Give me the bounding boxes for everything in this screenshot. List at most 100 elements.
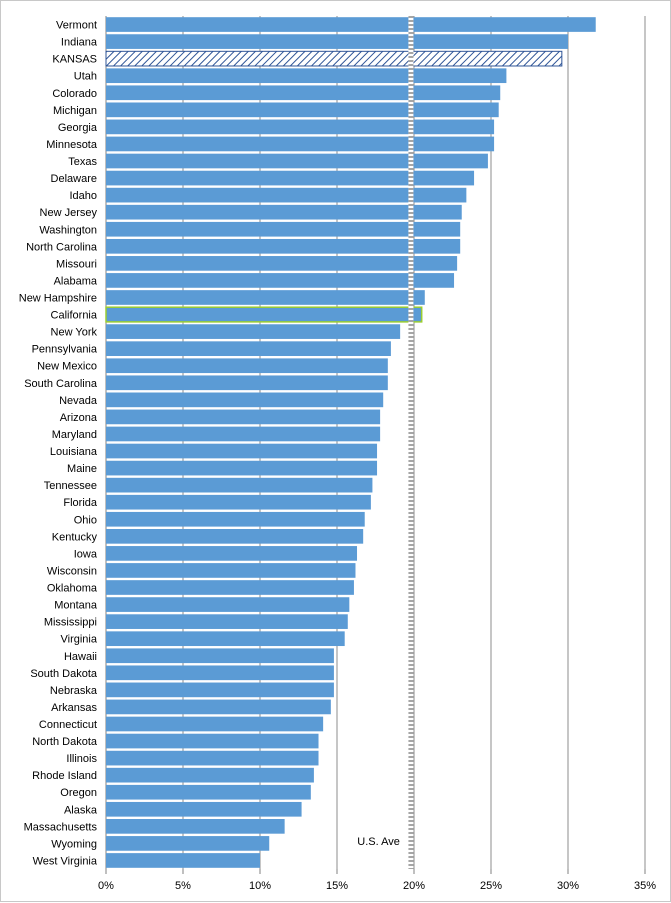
category-label: South Carolina [24, 378, 98, 390]
x-tick-label: 25% [480, 880, 502, 892]
bar [106, 358, 388, 374]
category-label: Washington [39, 224, 97, 236]
category-label: California [51, 310, 98, 322]
category-label: Arkansas [51, 702, 97, 714]
x-tick-label: 0% [98, 880, 114, 892]
category-label: Tennessee [44, 480, 97, 492]
reference-line-label: U.S. Ave [357, 836, 400, 848]
x-tick-label: 35% [634, 880, 656, 892]
bar [106, 238, 461, 254]
bar [106, 784, 311, 800]
category-label: Connecticut [39, 719, 97, 731]
bar [106, 631, 345, 647]
bar [106, 375, 388, 391]
bar [106, 460, 378, 476]
category-label: Colorado [52, 88, 97, 100]
bar [106, 170, 475, 186]
bar [106, 528, 364, 544]
category-label: Louisiana [50, 446, 98, 458]
bar [106, 290, 425, 305]
category-label: Nebraska [50, 685, 98, 697]
category-label: Oregon [60, 787, 97, 799]
category-label: Nevada [59, 395, 98, 407]
category-label: Rhode Island [32, 770, 97, 782]
category-label: KANSAS [52, 54, 97, 66]
category-label: New Mexico [37, 361, 97, 373]
category-label: Oklahoma [47, 583, 98, 595]
bar [106, 511, 365, 527]
bar [106, 614, 348, 629]
category-label: Pennsylvania [32, 344, 98, 356]
category-label: Montana [54, 600, 98, 612]
category-label: Missouri [56, 258, 97, 270]
category-label: Alabama [54, 275, 98, 287]
category-label: Virginia [61, 634, 98, 646]
bar [106, 324, 401, 339]
bar [106, 273, 455, 288]
category-label: Ohio [74, 514, 97, 526]
bar [106, 648, 334, 664]
bar [106, 733, 319, 749]
bar [106, 409, 381, 425]
bar [106, 767, 314, 783]
category-label: Wisconsin [47, 565, 97, 577]
category-label: Alaska [64, 804, 98, 816]
category-label: Massachusetts [24, 821, 98, 833]
bar [106, 256, 458, 271]
bar [106, 136, 495, 152]
category-label: Hawaii [64, 651, 97, 663]
category-label: Georgia [58, 122, 98, 134]
x-tick-label: 15% [326, 880, 348, 892]
bar [106, 819, 285, 834]
category-label: New Jersey [40, 207, 98, 219]
category-label: Florida [63, 497, 98, 509]
bar [106, 716, 324, 732]
category-label: New Hampshire [19, 292, 97, 304]
bar [106, 17, 596, 32]
x-tick-label: 30% [557, 880, 579, 892]
bar [106, 682, 334, 698]
category-label: Idaho [69, 190, 97, 202]
category-label: West Virginia [33, 855, 98, 867]
bar [106, 597, 350, 612]
category-label: Minnesota [46, 139, 98, 151]
category-label: Iowa [74, 548, 98, 560]
bar [106, 119, 495, 135]
category-label: Utah [74, 71, 97, 83]
category-label: North Carolina [26, 241, 98, 253]
bar [106, 494, 371, 510]
bar-outlined [105, 306, 423, 323]
category-label: North Dakota [32, 736, 98, 748]
bar [106, 546, 358, 561]
category-label: Maine [67, 463, 97, 475]
category-label: Delaware [51, 173, 97, 185]
bar [106, 750, 319, 766]
bar [106, 836, 270, 851]
bar [106, 563, 356, 578]
bar [106, 580, 354, 595]
category-label: Arizona [60, 412, 98, 424]
bar [106, 153, 488, 169]
category-label: Indiana [61, 37, 98, 49]
bar [106, 187, 467, 203]
x-tick-label: 10% [249, 880, 271, 892]
bar [106, 665, 334, 681]
bar [106, 34, 568, 49]
bar [106, 426, 381, 442]
category-label: Vermont [56, 20, 97, 32]
bar [106, 853, 260, 868]
bar [106, 341, 391, 357]
bar [106, 204, 462, 220]
x-tick-label: 5% [175, 880, 191, 892]
x-tick-label: 20% [403, 880, 425, 892]
category-label: Maryland [52, 429, 97, 441]
category-label: Mississippi [44, 617, 97, 629]
bar [106, 699, 331, 715]
category-label: Kentucky [52, 531, 98, 543]
bar [106, 477, 373, 493]
bar [106, 68, 507, 84]
bar [106, 221, 461, 237]
category-label: New York [51, 327, 98, 339]
